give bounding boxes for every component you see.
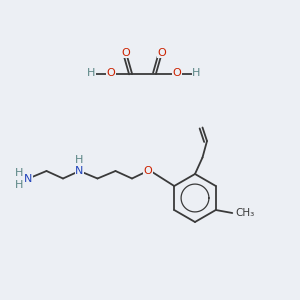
Text: H: H <box>15 180 23 190</box>
Text: N: N <box>24 173 33 184</box>
Text: CH₃: CH₃ <box>235 208 254 218</box>
Text: O: O <box>122 47 130 58</box>
Text: O: O <box>172 68 182 79</box>
Text: H: H <box>87 68 96 79</box>
Text: H: H <box>192 68 201 79</box>
Text: O: O <box>158 47 166 58</box>
Text: H: H <box>75 155 84 166</box>
Text: N: N <box>75 166 84 176</box>
Text: O: O <box>143 166 152 176</box>
Text: H: H <box>15 167 23 178</box>
Text: O: O <box>106 68 116 79</box>
